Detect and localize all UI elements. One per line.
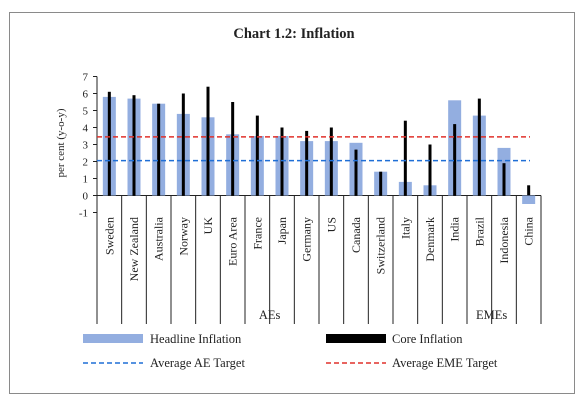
core-bar xyxy=(403,120,407,196)
category-label: Euro Area xyxy=(226,216,240,266)
legend-eme-label: Average EME Target xyxy=(392,356,498,370)
core-bar xyxy=(527,185,531,196)
core-bar xyxy=(453,124,457,196)
category-label: China xyxy=(522,216,536,245)
category-label: Canada xyxy=(349,216,363,253)
category-label: Switzerland xyxy=(374,217,388,274)
core-bar xyxy=(428,144,432,196)
category-label: Germany xyxy=(300,217,314,262)
y-axis-label: per cent (y-o-y) xyxy=(55,108,67,177)
legend-core-swatch xyxy=(326,334,386,343)
category-label: UK xyxy=(201,217,215,235)
category-label: Italy xyxy=(398,217,412,239)
y-tick-label: 6 xyxy=(83,89,89,101)
category-label: Indonesia xyxy=(497,216,511,263)
category-label: Norway xyxy=(176,217,190,256)
legend-core-label: Core Inflation xyxy=(392,332,463,346)
core-bar xyxy=(107,91,111,196)
category-label: Japan xyxy=(275,217,289,244)
legend-headline-swatch xyxy=(83,334,143,343)
legend-ae-label: Average AE Target xyxy=(150,356,245,370)
y-tick-label: 5 xyxy=(83,106,89,118)
core-bar xyxy=(255,115,259,196)
core-bar xyxy=(280,127,284,196)
category-label: Brazil xyxy=(472,216,486,246)
core-bar xyxy=(329,127,333,196)
core-bar xyxy=(477,98,481,196)
core-bar xyxy=(502,163,506,196)
core-bar xyxy=(206,86,210,196)
y-tick-label: -1 xyxy=(79,208,88,220)
group-label: AEs xyxy=(259,308,281,322)
category-label: Sweden xyxy=(102,217,116,255)
core-bar xyxy=(231,102,235,196)
core-bar xyxy=(379,171,383,196)
y-tick-label: 4 xyxy=(83,123,89,135)
y-tick-label: 3 xyxy=(83,140,89,152)
core-bar xyxy=(157,103,161,196)
group-label: EMEs xyxy=(476,308,507,322)
core-bar xyxy=(181,93,185,196)
core-bar xyxy=(305,130,309,196)
chart-title: Chart 1.2: Inflation xyxy=(233,26,355,42)
category-label: New Zealand xyxy=(127,217,141,281)
core-bar xyxy=(132,95,136,196)
category-label: France xyxy=(250,217,264,250)
category-label: US xyxy=(324,217,338,232)
legend-headline-label: Headline Inflation xyxy=(150,332,242,346)
y-tick-label: 1 xyxy=(83,174,89,186)
y-tick-label: 7 xyxy=(83,72,89,84)
y-tick-label: 0 xyxy=(83,191,89,203)
category-label: India xyxy=(448,216,462,241)
category-label: Australia xyxy=(152,216,166,261)
core-bar xyxy=(354,149,358,196)
category-label: Denmark xyxy=(423,217,437,262)
y-tick-label: 2 xyxy=(83,157,89,169)
headline-bar xyxy=(522,195,536,204)
chart-frame xyxy=(9,12,575,394)
